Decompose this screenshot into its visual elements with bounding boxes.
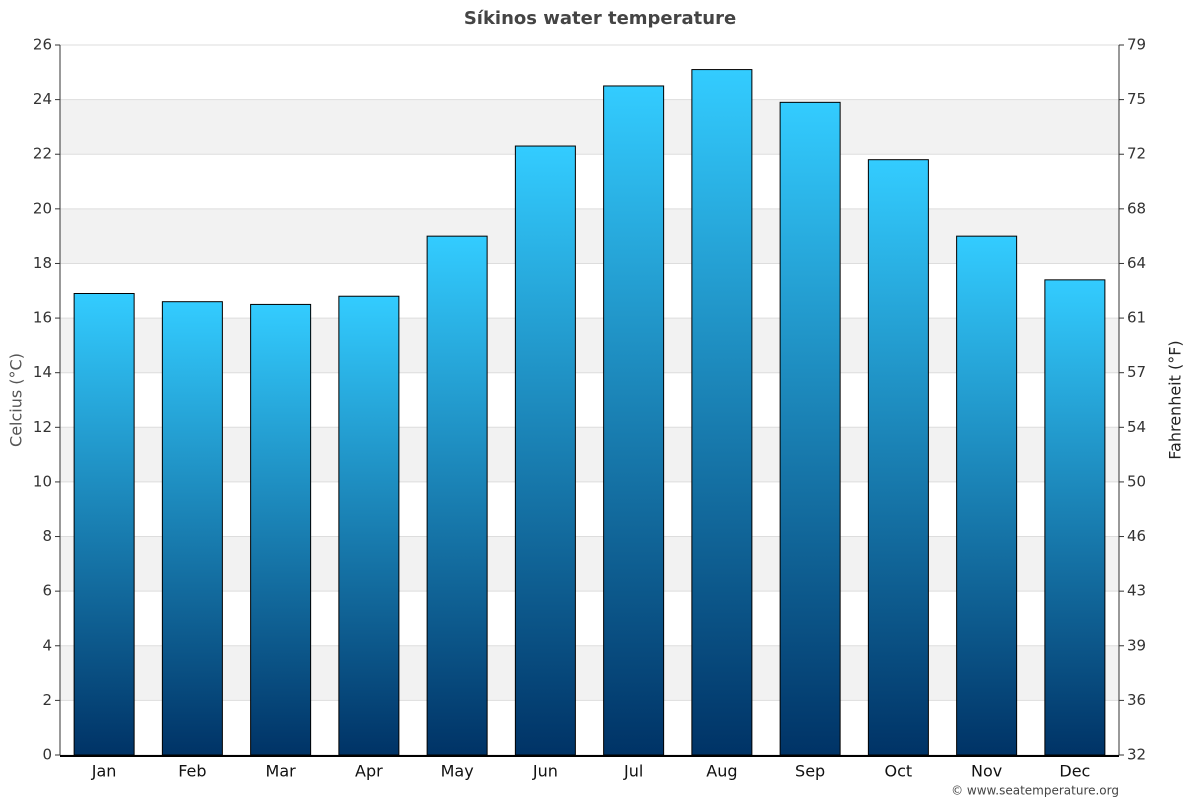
y-tick-label: 22 [33,145,52,163]
y-tick-label: 12 [33,418,52,436]
x-tick-label: Jun [532,762,558,781]
y2-tick-label: 46 [1127,527,1146,545]
bar [603,85,665,756]
y2-tick-label: 61 [1127,309,1146,327]
bar [514,145,576,756]
y-axis-label: Celcius (°C) [7,353,26,447]
y2-tick-label: 54 [1127,418,1146,436]
y-tick-label: 26 [33,36,52,54]
y-tick-label: 20 [33,199,52,217]
y2-tick-label: 39 [1127,636,1146,654]
bar [691,69,753,756]
y2-tick-label: 79 [1127,36,1146,54]
y2-tick-label: 50 [1127,472,1146,490]
bar [1044,279,1106,756]
y-tick-label: 8 [42,527,52,545]
x-tick-label: May [441,762,474,781]
grid-band [60,318,1119,373]
x-tick-label: Dec [1059,762,1090,781]
y-tick-label: 0 [42,746,52,764]
y-tick-label: 24 [33,90,52,108]
x-tick-label: Jan [91,762,117,781]
bar [867,159,929,756]
bar [426,235,488,756]
credit: © www.seatemperature.org [951,784,1119,798]
y2-axis-label: Fahrenheit (°F) [1166,340,1185,459]
grid-band [60,99,1119,155]
bar [73,293,135,756]
y2-tick-label: 57 [1127,363,1146,381]
y2-tick-label: 43 [1127,582,1146,600]
y-tick-label: 2 [42,691,52,709]
y2-tick-label: 75 [1127,90,1146,108]
x-tick-label: Nov [971,762,1002,781]
bar [779,101,841,756]
grid-band [60,208,1119,264]
bar [338,295,400,756]
x-tick-label: Jul [623,762,643,781]
bar [956,235,1018,756]
y2-tick-label: 68 [1127,199,1146,217]
x-tick-label: Apr [355,762,383,781]
x-tick-label: Oct [885,762,913,781]
chart-title: Síkinos water temperature [464,8,736,29]
y2-tick-label: 32 [1127,746,1146,764]
x-tick-label: Aug [706,762,737,781]
grid-band [60,645,1119,701]
y2-tick-label: 36 [1127,691,1146,709]
x-tick-label: Sep [795,762,825,781]
y-tick-label: 10 [33,472,52,490]
grid-band [60,536,1119,592]
y-tick-label: 4 [42,636,52,654]
y-tick-label: 18 [33,254,52,272]
x-tick-label: Feb [178,762,206,781]
grid-band [60,427,1119,482]
bar [161,301,223,756]
x-tick-label: Mar [266,762,297,781]
y2-tick-label: 64 [1127,254,1146,272]
y-tick-label: 16 [33,309,52,327]
y-tick-label: 6 [42,582,52,600]
y-tick-label: 14 [33,363,52,381]
y2-tick-label: 72 [1127,145,1146,163]
bar [250,303,312,756]
